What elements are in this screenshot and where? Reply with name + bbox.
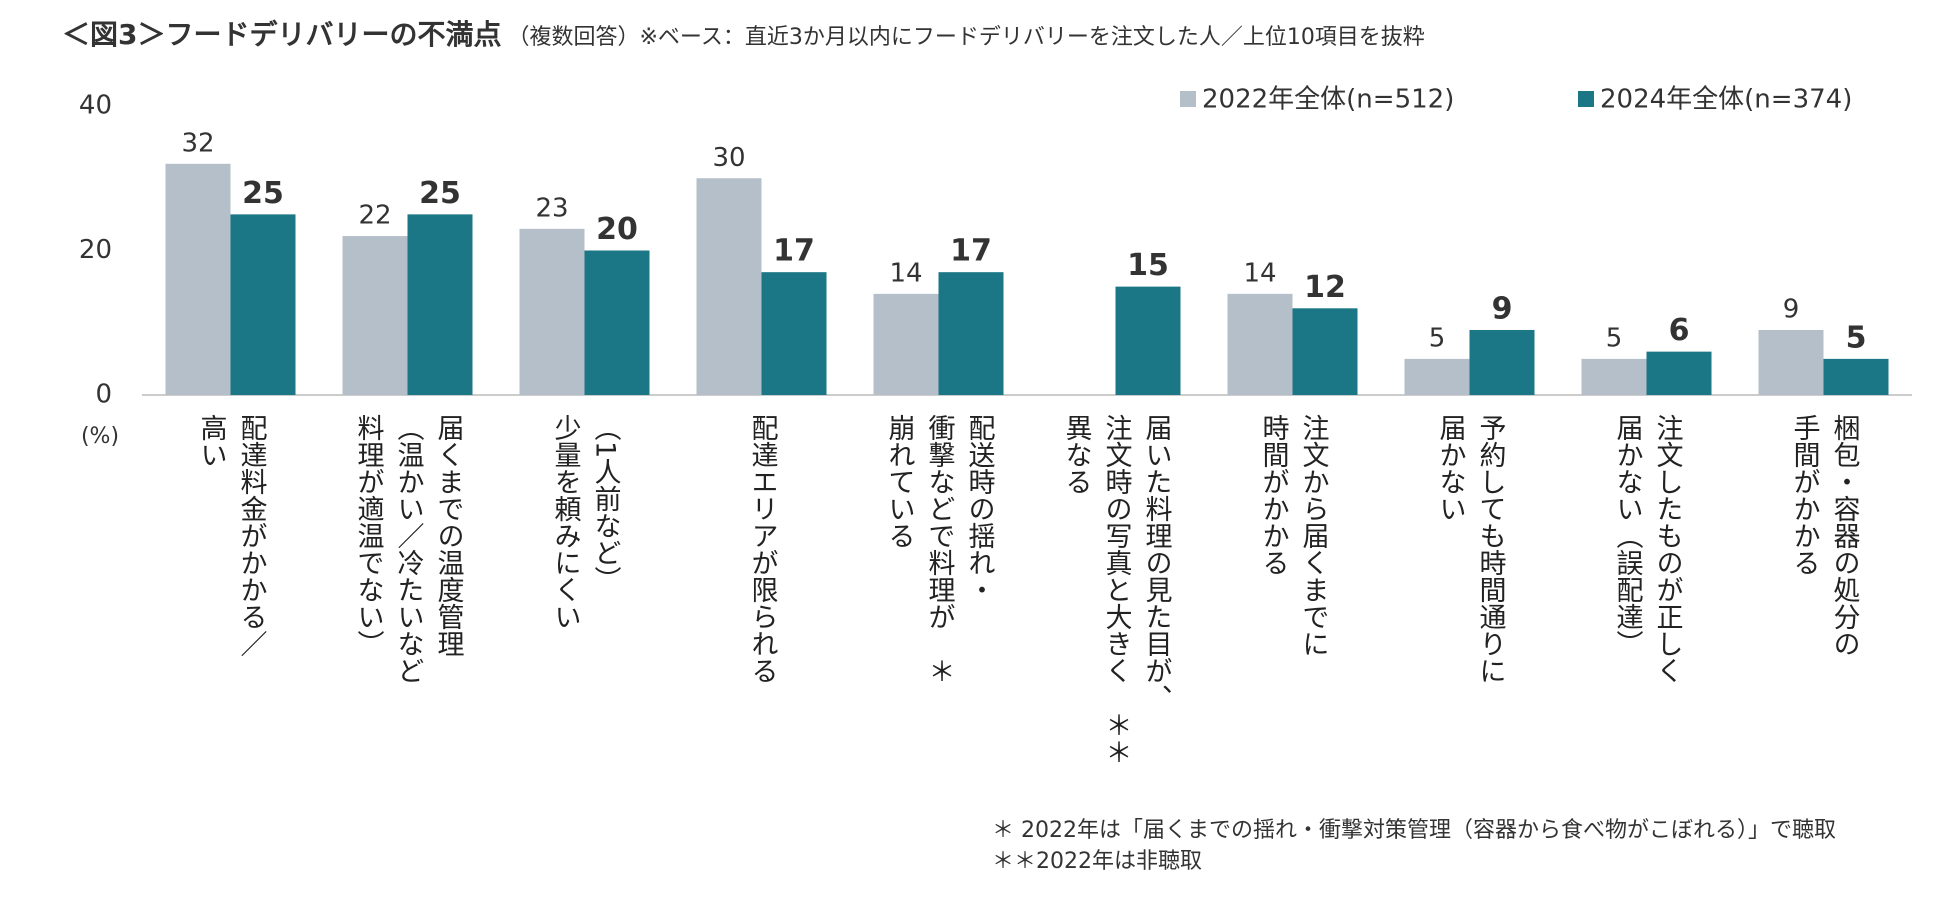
bar	[761, 272, 827, 395]
data-label: 32	[181, 128, 214, 158]
data-label: 17	[773, 234, 815, 269]
legend-swatch	[1578, 91, 1594, 107]
data-label: 9	[1783, 294, 1800, 324]
x-tick-label: 配達料金がかかる／ 高い	[195, 414, 267, 657]
y-tick-label: 40	[79, 91, 112, 121]
data-label: 14	[889, 258, 922, 288]
bar	[1227, 293, 1293, 395]
x-tick-label: 梱包・容器の処分の 手間がかかる	[1788, 414, 1860, 657]
chart-title: ＜図3＞フードデリバリーの不満点	[62, 18, 501, 51]
data-label: 23	[535, 193, 568, 223]
bar	[1758, 329, 1824, 395]
data-label: 5	[1429, 323, 1446, 353]
data-label: 15	[1127, 248, 1169, 283]
y-tick-label: 20	[79, 235, 112, 265]
bar	[1581, 358, 1647, 395]
data-label: 22	[358, 201, 391, 231]
bar	[1469, 329, 1535, 395]
data-label: 30	[712, 143, 745, 173]
x-tick-label: 配達エリアが限られる	[746, 414, 778, 684]
data-label: 12	[1304, 270, 1346, 305]
legend-label: 2022年全体(n=512)	[1202, 85, 1454, 115]
legend-label: 2024年全体(n=374)	[1600, 85, 1852, 115]
bar	[696, 178, 762, 395]
bar	[407, 214, 473, 395]
x-tick-label: （1人前など） 少量を頼みにくい	[549, 414, 621, 630]
legend-swatch	[1180, 91, 1196, 107]
bar	[342, 236, 408, 395]
data-label: 20	[596, 212, 638, 247]
data-label: 25	[419, 176, 461, 211]
footnote: ＊＊2022年は非聴取	[992, 849, 1202, 874]
data-label: 9	[1492, 291, 1513, 326]
x-tick-label: 予約しても時間通りに 届かない	[1434, 414, 1506, 684]
bar	[165, 163, 231, 395]
bar	[584, 250, 650, 395]
chart-subtitle: （複数回答）※ベース：直近3か月以内にフードデリバリーを注文した人／上位10項目…	[507, 25, 1424, 50]
bar	[1404, 358, 1470, 395]
y-axis-label: (%)	[81, 424, 119, 449]
bar	[1646, 351, 1712, 395]
x-tick-label: 注文から届くまでに 時間がかかる	[1257, 414, 1329, 657]
bar	[873, 293, 939, 395]
x-tick-label: 配送時の揺れ・ 衝撃などで料理が ＊ 崩れている	[883, 414, 995, 684]
data-label: 17	[950, 234, 992, 269]
bar	[1823, 358, 1889, 395]
y-tick-label: 0	[95, 380, 112, 410]
x-tick-label: 注文したものが正しく 届かない（誤配達）	[1611, 414, 1683, 684]
x-tick-label: 届くまでの温度管理 （温かい／冷たいなど 料理が適温でない）	[352, 414, 464, 684]
bar	[1115, 286, 1181, 395]
data-label: 5	[1846, 320, 1867, 355]
bar	[938, 272, 1004, 395]
bar	[230, 214, 296, 395]
bar	[519, 228, 585, 395]
data-label: 6	[1669, 313, 1690, 348]
data-label: 25	[242, 176, 284, 211]
footnote: ＊ 2022年は「届くまでの揺れ・衝撃対策管理（容器から食べ物がこぼれる）」で聴…	[992, 818, 1836, 843]
data-label: 14	[1243, 258, 1276, 288]
data-label: 5	[1606, 323, 1623, 353]
bar	[1292, 308, 1358, 395]
x-tick-label: 届いた料理の見た目が、 注文時の写真と大きく ＊＊ 異なる	[1060, 414, 1172, 765]
